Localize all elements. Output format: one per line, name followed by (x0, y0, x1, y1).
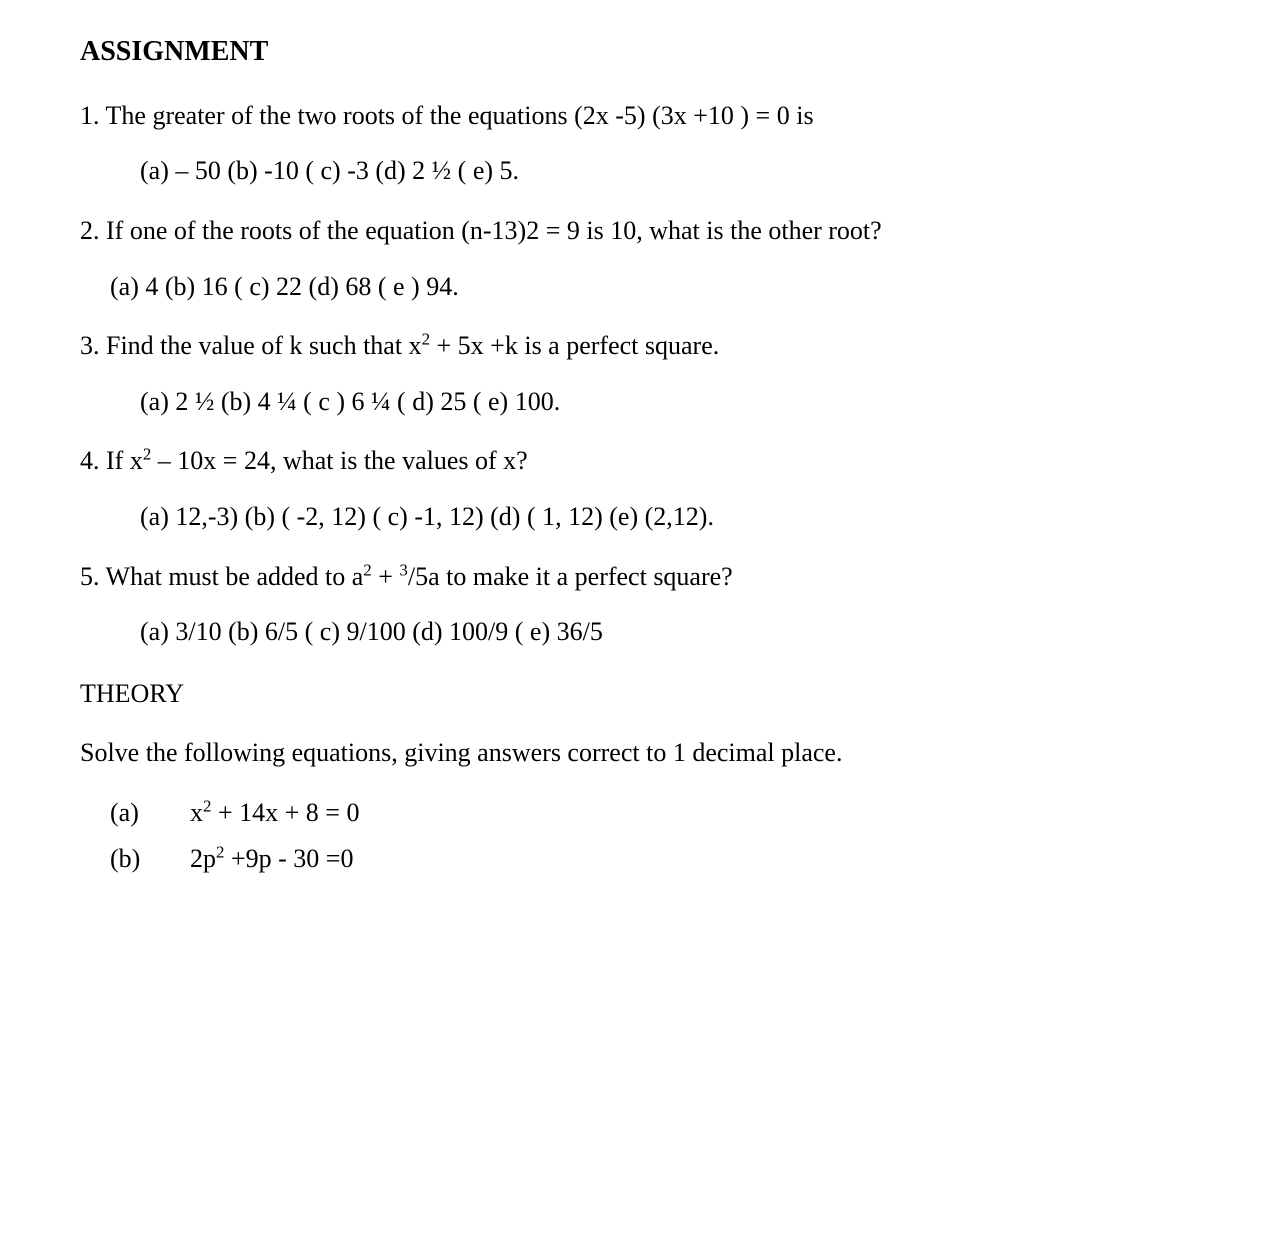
question-4: 4. If x2 – 10x = 24, what is the values … (80, 440, 1195, 537)
theory-intro: Solve the following equations, giving an… (80, 732, 1195, 774)
question-3-options: (a) 2 ½ (b) 4 ¼ ( c ) 6 ¼ ( d) 25 ( e) 1… (80, 381, 1195, 423)
question-2: 2. If one of the roots of the equation (… (80, 210, 1195, 307)
question-2-text: 2. If one of the roots of the equation (… (80, 210, 1195, 252)
q3-text-before: 3. Find the value of k such that x (80, 331, 422, 360)
question-5: 5. What must be added to a2 + 3/5a to ma… (80, 556, 1195, 653)
theory-a-before: x (190, 798, 203, 827)
q5-sup2: 3 (399, 560, 407, 579)
question-3-text: 3. Find the value of k such that x2 + 5x… (80, 325, 1195, 367)
question-4-text: 4. If x2 – 10x = 24, what is the values … (80, 440, 1195, 482)
theory-b-before: 2p (190, 844, 216, 873)
q5-text-after: /5a to make it a perfect square? (408, 562, 733, 591)
q4-sup: 2 (143, 445, 151, 464)
assignment-heading: ASSIGNMENT (80, 30, 1195, 75)
question-1-options: (a) – 50 (b) -10 ( c) -3 (d) 2 ½ ( e) 5. (80, 150, 1195, 192)
q3-sup: 2 (422, 330, 430, 349)
question-1-text: 1. The greater of the two roots of the e… (80, 95, 1195, 137)
question-2-options: (a) 4 (b) 16 ( c) 22 (d) 68 ( e ) 94. (80, 266, 1195, 308)
theory-a-after: + 14x + 8 = 0 (211, 798, 359, 827)
q5-text-before: 5. What must be added to a (80, 562, 363, 591)
q5-text-mid: + (372, 562, 400, 591)
question-3: 3. Find the value of k such that x2 + 5x… (80, 325, 1195, 422)
theory-heading: THEORY (80, 673, 1195, 715)
theory-b: (b)2p2 +9p - 30 =0 (80, 838, 1195, 880)
theory-a-label: (a) (110, 792, 190, 834)
q5-sup1: 2 (363, 560, 371, 579)
question-5-text: 5. What must be added to a2 + 3/5a to ma… (80, 556, 1195, 598)
question-1: 1. The greater of the two roots of the e… (80, 95, 1195, 192)
q4-text-before: 4. If x (80, 446, 143, 475)
q3-text-after: + 5x +k is a perfect square. (430, 331, 719, 360)
question-4-options: (a) 12,-3) (b) ( -2, 12) ( c) -1, 12) (d… (80, 496, 1195, 538)
theory-b-label: (b) (110, 838, 190, 880)
theory-a: (a)x2 + 14x + 8 = 0 (80, 792, 1195, 834)
theory-b-after: +9p - 30 =0 (224, 844, 353, 873)
q4-text-after: – 10x = 24, what is the values of x? (151, 446, 527, 475)
question-5-options: (a) 3/10 (b) 6/5 ( c) 9/100 (d) 100/9 ( … (80, 611, 1195, 653)
